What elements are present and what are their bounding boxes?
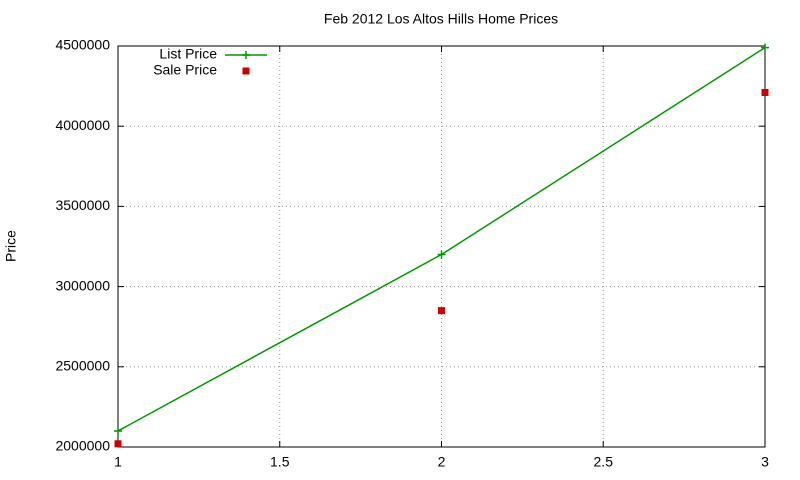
y-tick-label: 4000000 (55, 117, 110, 133)
legend-label: Sale Price (153, 62, 217, 78)
marker (114, 440, 122, 448)
x-tick-label: 1 (114, 454, 122, 470)
legend-marker (242, 51, 250, 59)
x-tick-label: 2.5 (594, 454, 614, 470)
y-tick-label: 2000000 (55, 438, 110, 454)
x-tick-label: 2 (438, 454, 446, 470)
legend-marker (242, 67, 250, 75)
y-tick-label: 4500000 (55, 37, 110, 53)
marker (761, 43, 769, 52)
marker (761, 89, 769, 97)
x-tick-label: 1.5 (270, 454, 290, 470)
y-tick-label: 3500000 (55, 197, 110, 213)
y-tick-label: 2500000 (55, 358, 110, 374)
marker (438, 307, 445, 315)
marker (437, 250, 446, 259)
plot-frame (117, 45, 766, 448)
marker (114, 426, 122, 435)
x-tick-label: 3 (761, 454, 769, 470)
chart-title: Feb 2012 Los Altos Hills Home Prices (324, 11, 558, 27)
legend-label: List Price (159, 46, 217, 62)
y-axis-label: Price (3, 230, 19, 262)
y-tick-label: 3000000 (55, 277, 110, 293)
